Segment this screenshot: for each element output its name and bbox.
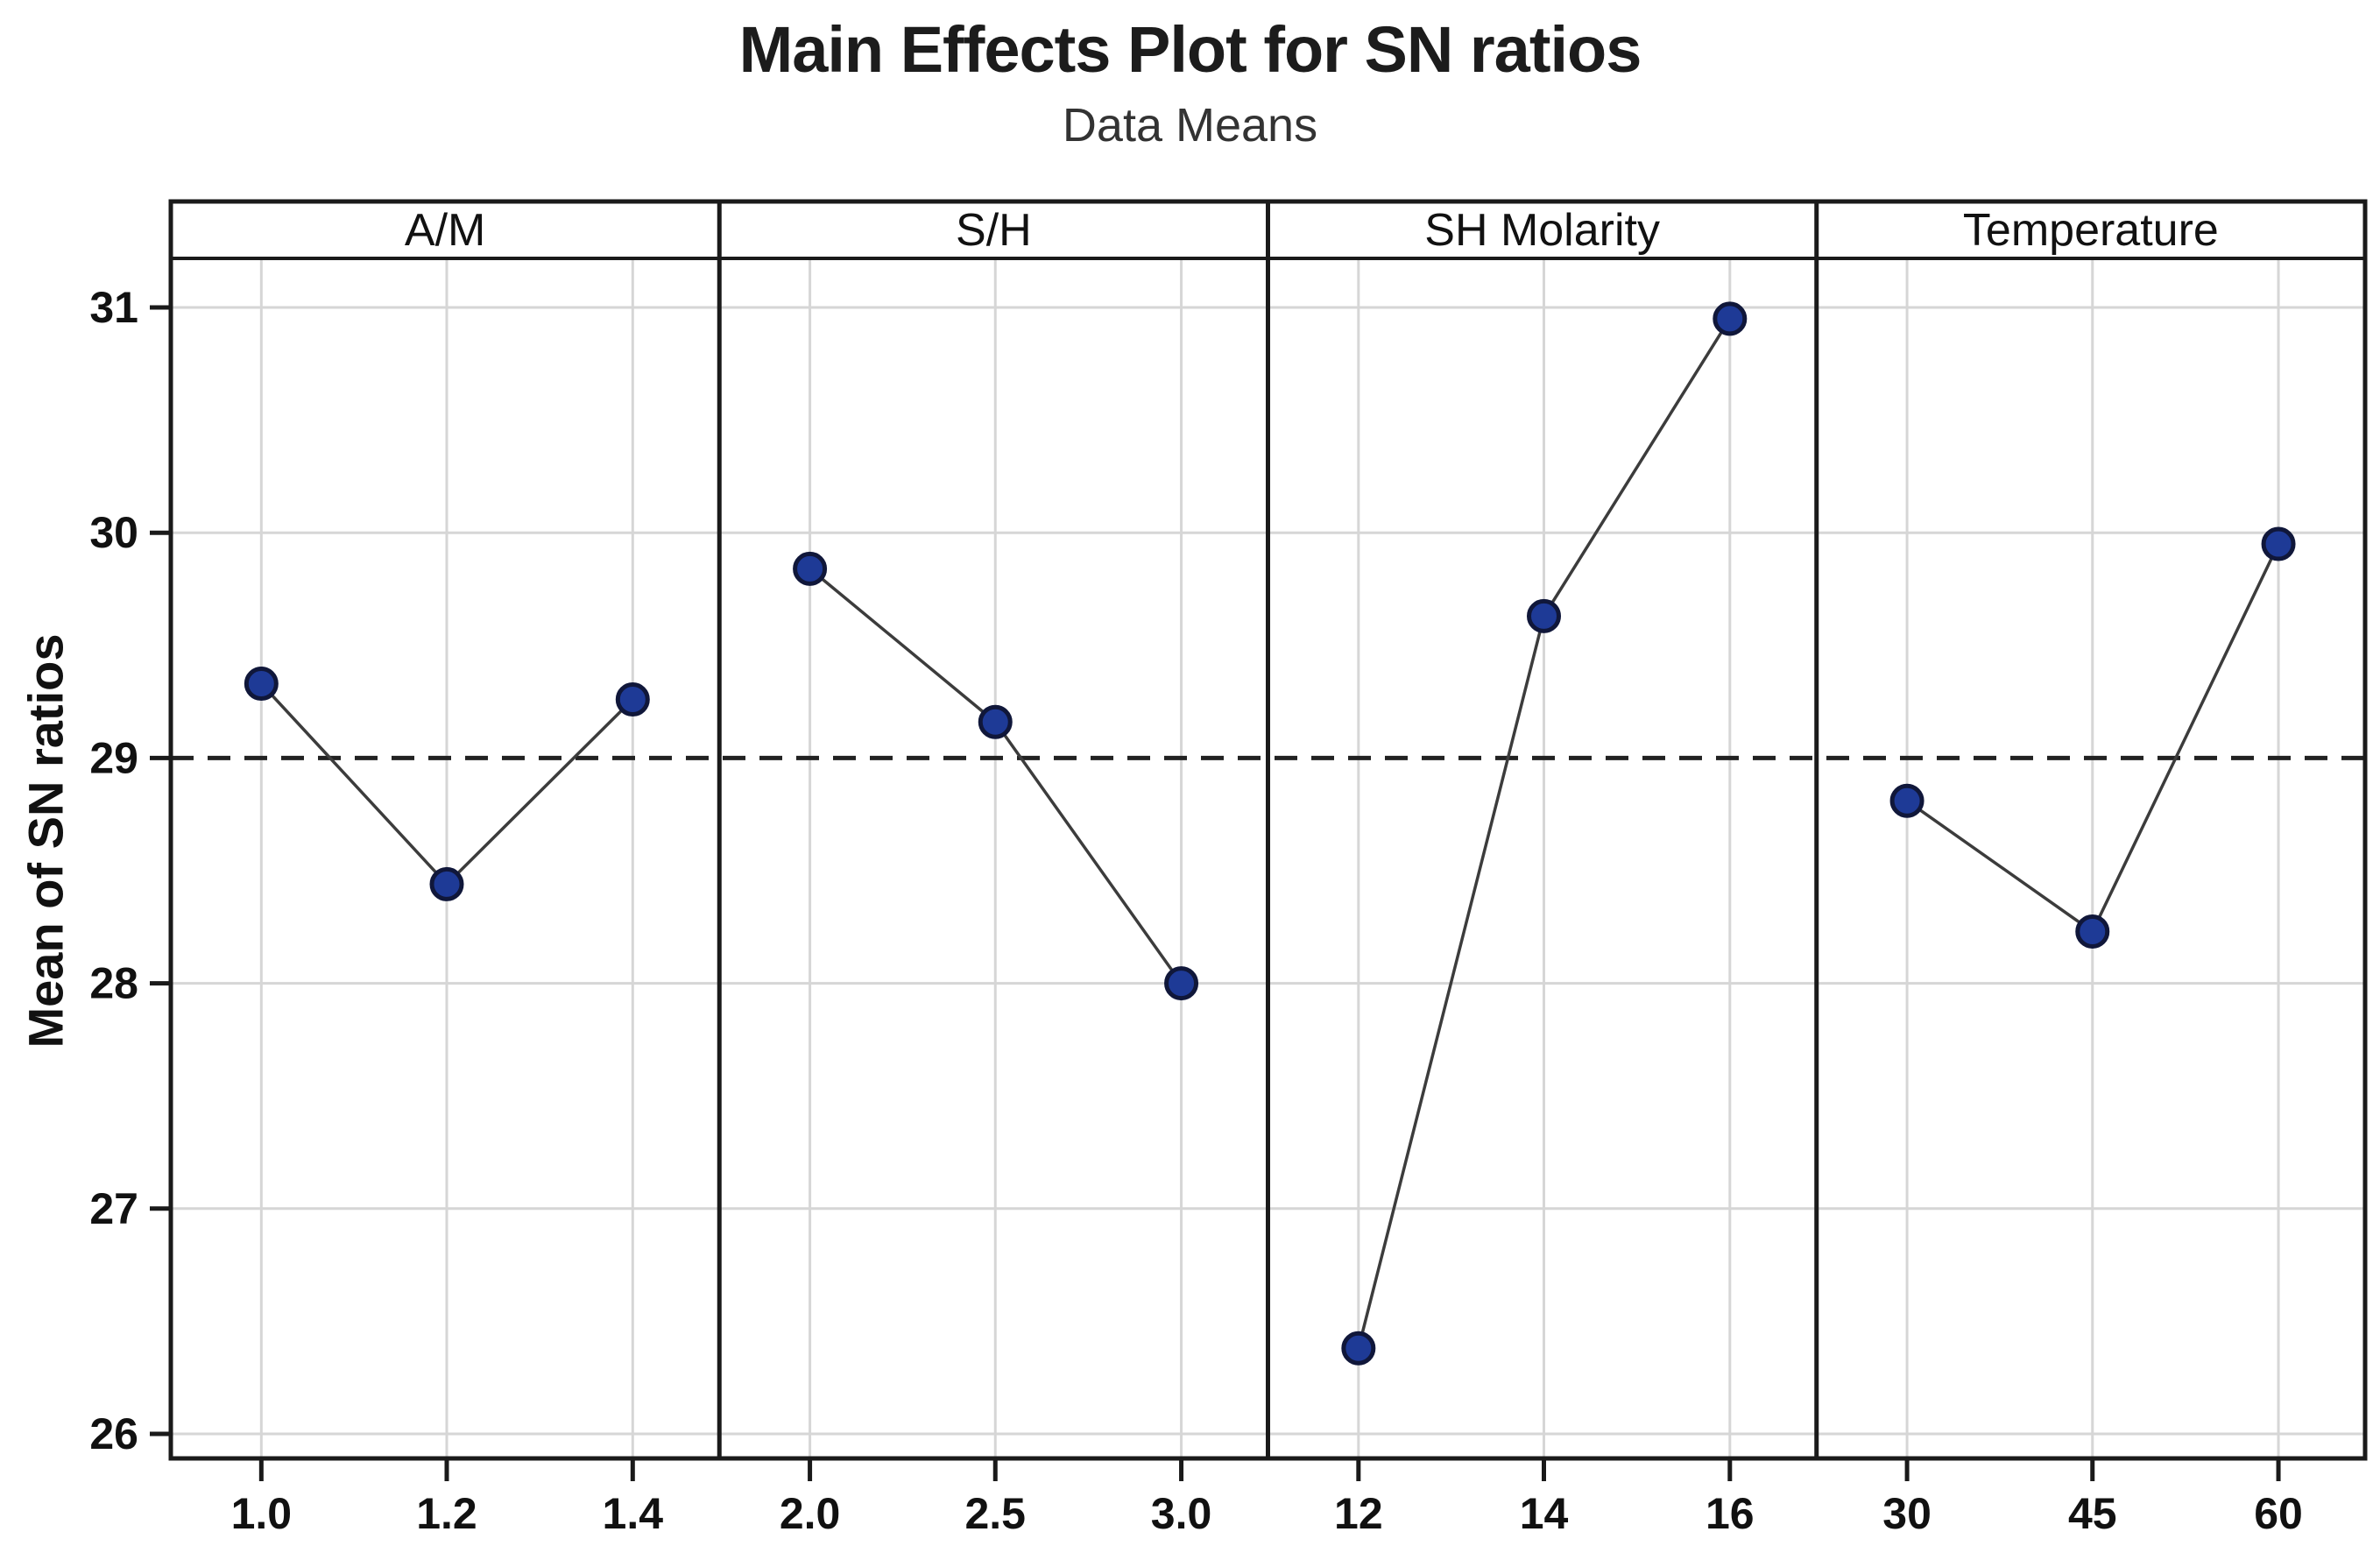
- x-tick-label: 16: [1706, 1489, 1755, 1538]
- data-point-marker: [2261, 526, 2296, 561]
- panel-header-label: SH Molarity: [1424, 205, 1660, 256]
- panel-header-label: A/M: [405, 205, 485, 256]
- x-tick-label: 60: [2254, 1489, 2303, 1538]
- data-point-marker: [793, 551, 828, 586]
- data-point-marker: [1889, 783, 1924, 818]
- data-point-marker: [244, 667, 279, 702]
- x-tick-label: 14: [1520, 1489, 1569, 1538]
- y-tick-label: 28: [89, 959, 138, 1008]
- x-tick-label: 12: [1334, 1489, 1383, 1538]
- panel-header-label: S/H: [956, 205, 1032, 256]
- y-tick-label: 26: [89, 1409, 138, 1458]
- data-point-marker: [2075, 914, 2110, 949]
- panel-header-label: Temperature: [1963, 205, 2219, 256]
- data-point-marker: [1164, 966, 1199, 1001]
- x-tick-label: 3.0: [1151, 1489, 1212, 1538]
- x-tick-label: 2.0: [780, 1489, 841, 1538]
- data-point-marker: [1527, 598, 1562, 633]
- plot-frame: [168, 199, 2368, 1461]
- x-tick-label: 45: [2068, 1489, 2117, 1538]
- chart-subtitle: Data Means: [1062, 99, 1318, 152]
- data-point-marker: [1341, 1331, 1376, 1366]
- data-point-marker: [1713, 301, 1748, 336]
- x-tick-label: 1.4: [603, 1489, 664, 1538]
- data-point-marker: [978, 704, 1013, 739]
- chart-title: Main Effects Plot for SN ratios: [738, 13, 1642, 86]
- data-point-marker: [429, 866, 464, 901]
- y-tick-label: 27: [89, 1184, 138, 1233]
- data-point-marker: [615, 682, 650, 717]
- x-tick-label: 2.5: [964, 1489, 1026, 1538]
- y-tick-label: 31: [89, 283, 138, 332]
- x-tick-label: 30: [1882, 1489, 1932, 1538]
- y-tick-label: 29: [89, 733, 138, 782]
- x-tick-label: 1.2: [416, 1489, 477, 1538]
- x-tick-label: 1.0: [231, 1489, 293, 1538]
- y-tick-label: 30: [89, 508, 138, 557]
